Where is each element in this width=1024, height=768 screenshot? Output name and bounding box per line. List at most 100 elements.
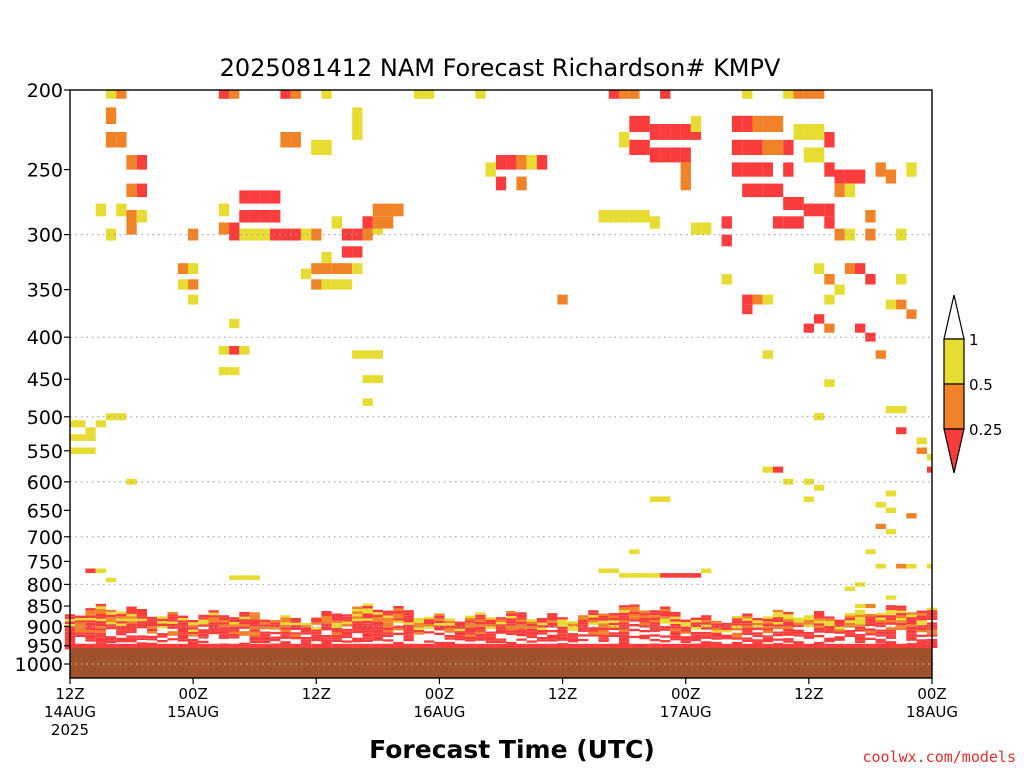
ri-cell xyxy=(341,228,353,241)
ri-boundary-cell xyxy=(731,637,743,640)
ri-surface-cell xyxy=(711,643,722,648)
ri-cell xyxy=(598,568,609,574)
ri-boundary-cell xyxy=(157,621,168,624)
ri-cell xyxy=(506,155,517,170)
ri-boundary-cell xyxy=(136,635,147,638)
ri-cell xyxy=(229,346,240,355)
ri-boundary-cell xyxy=(218,622,230,625)
ri-cell xyxy=(855,323,866,333)
ri-boundary-cell xyxy=(588,612,599,616)
ground-layer xyxy=(70,648,932,678)
ri-surface-cell xyxy=(485,643,496,648)
ri-boundary-cell xyxy=(578,624,589,628)
ri-boundary-cell xyxy=(834,619,845,622)
ri-boundary-cell xyxy=(885,627,897,630)
ri-boundary-cell xyxy=(567,633,578,636)
ri-boundary-cell xyxy=(444,623,455,626)
credit-text: coolwx.com/models xyxy=(862,748,1016,766)
ri-boundary-cell xyxy=(752,627,763,630)
ri-boundary-cell xyxy=(639,610,650,614)
ri-boundary-cell xyxy=(475,617,486,620)
ri-boundary-cell xyxy=(916,639,927,642)
ri-boundary-cell xyxy=(731,620,743,624)
ri-boundary-cell xyxy=(793,624,804,628)
ri-boundary-cell xyxy=(290,622,301,626)
ri-boundary-cell xyxy=(198,633,209,637)
ri-cell xyxy=(885,507,897,514)
ri-boundary-cell xyxy=(85,620,96,623)
ri-boundary-cell xyxy=(321,616,332,619)
ri-boundary-cell xyxy=(259,633,271,637)
ri-cell xyxy=(865,603,876,609)
ri-boundary-cell xyxy=(403,610,414,613)
ri-boundary-cell xyxy=(588,610,599,613)
ri-boundary-cell xyxy=(639,622,650,626)
ri-boundary-cell xyxy=(341,631,353,634)
ri-boundary-cell xyxy=(557,633,568,637)
ri-boundary-cell xyxy=(783,640,794,643)
ri-cell xyxy=(783,197,794,210)
ri-boundary-cell xyxy=(536,620,548,623)
y-tick-label-400: 400 xyxy=(27,327,63,349)
ri-boundary-cell xyxy=(239,614,250,617)
ri-boundary-cell xyxy=(208,615,219,618)
ri-boundary-cell xyxy=(85,625,96,628)
ri-boundary-cell xyxy=(516,622,527,625)
ri-boundary-cell xyxy=(803,622,814,625)
ri-cell xyxy=(526,155,537,170)
ri-cell xyxy=(844,263,856,274)
legend-label-0.25: 0.25 xyxy=(969,421,1002,439)
x-tick-label-36-2: 16AUG xyxy=(413,703,465,721)
ri-boundary-cell xyxy=(701,615,712,618)
ri-cell xyxy=(731,162,743,177)
ri-boundary-cell xyxy=(465,630,476,633)
ri-boundary-cell xyxy=(906,629,917,632)
ri-boundary-cell xyxy=(896,610,907,614)
ri-boundary-cell xyxy=(136,637,147,640)
ri-cell xyxy=(608,568,620,574)
ri-surface-cell xyxy=(259,643,271,648)
ri-boundary-cell xyxy=(157,633,168,636)
ri-boundary-cell xyxy=(865,630,876,634)
ri-surface-cell xyxy=(434,643,445,648)
ri-boundary-cell xyxy=(824,628,835,631)
ri-cell xyxy=(803,496,814,503)
ri-boundary-cell xyxy=(557,631,568,634)
ri-cell xyxy=(926,466,932,473)
ri-cell xyxy=(803,147,814,163)
ri-surface-cell xyxy=(372,643,383,648)
ri-boundary-cell xyxy=(506,616,517,619)
ri-boundary-cell xyxy=(85,608,96,611)
ri-boundary-cell xyxy=(516,614,527,618)
ri-boundary-cell xyxy=(239,624,250,627)
ri-boundary-cell xyxy=(916,634,927,637)
ri-boundary-cell xyxy=(383,610,394,614)
ri-boundary-cell xyxy=(249,631,260,634)
ri-cell xyxy=(383,203,394,217)
ri-boundary-cell xyxy=(413,622,425,626)
ri-boundary-cell xyxy=(75,632,86,635)
ri-cell xyxy=(311,263,322,274)
ri-boundary-cell xyxy=(557,619,568,622)
ri-boundary-cell xyxy=(567,628,578,631)
ri-boundary-cell xyxy=(331,625,342,628)
ri-boundary-cell xyxy=(218,629,230,632)
ri-cell xyxy=(834,169,845,184)
ri-boundary-cell xyxy=(85,634,96,637)
ri-cell xyxy=(772,115,784,132)
ri-boundary-cell xyxy=(95,613,106,617)
ri-boundary-cell xyxy=(147,619,158,622)
ri-boundary-cell xyxy=(95,609,106,612)
ri-cell xyxy=(188,228,199,241)
ri-boundary-cell xyxy=(208,617,219,620)
ri-boundary-cell xyxy=(239,633,250,636)
ri-boundary-cell xyxy=(916,618,927,621)
ri-boundary-cell xyxy=(475,622,486,625)
ri-surface-cell xyxy=(875,643,886,648)
ri-boundary-cell xyxy=(393,611,404,614)
ri-boundary-cell xyxy=(147,624,158,627)
ri-cell xyxy=(721,234,732,247)
ri-boundary-cell xyxy=(906,626,917,630)
ri-surface-cell xyxy=(608,643,620,648)
y-tick-label-950: 950 xyxy=(27,636,63,658)
